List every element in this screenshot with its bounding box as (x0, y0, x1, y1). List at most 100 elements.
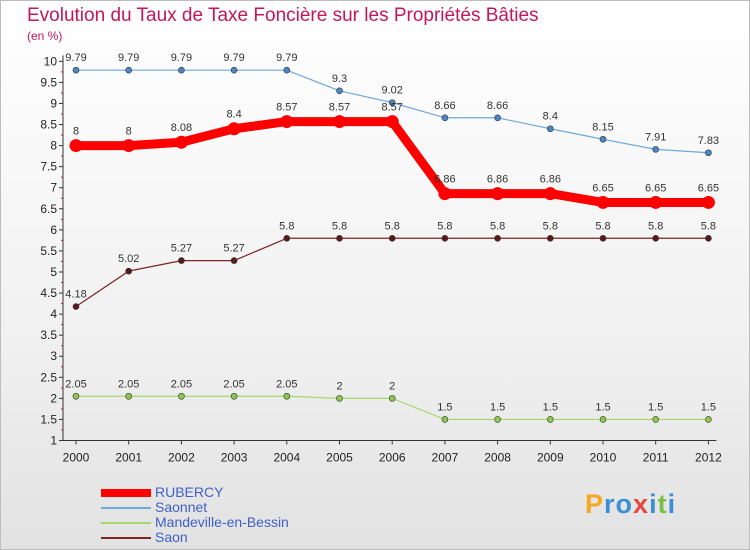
data-point-mandeville-en-bessin (494, 416, 501, 423)
data-point-mandeville-en-bessin (599, 416, 607, 423)
data-label-saon: 5.8 (648, 220, 663, 232)
data-label-rubercy: 6.65 (592, 182, 613, 194)
x-tick-label: 2007 (432, 451, 459, 465)
data-point-mandeville-en-bessin (336, 395, 343, 402)
y-tick-label: 8 (50, 139, 57, 153)
data-label-mandeville-en-bessin: 2.05 (171, 378, 192, 390)
data-point-rubercy (280, 115, 294, 129)
data-point-saon (599, 234, 607, 242)
data-label-rubercy: 8.4 (226, 109, 241, 121)
data-point-rubercy (174, 135, 188, 149)
data-point-saonnet (599, 135, 607, 143)
x-tick-label: 2008 (484, 451, 511, 465)
x-tick-label: 2003 (221, 451, 248, 465)
data-label-rubercy: 8.57 (276, 102, 297, 114)
data-point-saon (388, 234, 396, 242)
data-point-saonnet (652, 146, 660, 153)
data-point-rubercy (333, 115, 346, 129)
data-point-rubercy (596, 195, 610, 209)
data-point-rubercy (69, 139, 83, 153)
data-label-saon: 5.8 (385, 220, 400, 232)
y-tick-label: 6 (50, 223, 57, 237)
x-tick-label: 2004 (273, 451, 300, 465)
data-point-rubercy (701, 195, 715, 209)
legend-item-rubercy: RUBERCY (101, 484, 361, 500)
data-point-mandeville-en-bessin (705, 416, 712, 423)
data-label-mandeville-en-bessin: 1.5 (543, 401, 558, 413)
y-tick-label: 7 (50, 181, 57, 195)
data-point-mandeville-en-bessin (125, 392, 132, 400)
data-label-mandeville-en-bessin: 2.05 (118, 378, 139, 390)
data-point-mandeville-en-bessin (178, 392, 185, 400)
data-point-saonnet (283, 66, 291, 74)
data-label-saon: 5.8 (437, 220, 452, 232)
x-tick-label: 2012 (695, 451, 722, 465)
y-tick-label: 10 (44, 54, 58, 68)
data-label-saonnet: 7.91 (645, 131, 666, 143)
data-label-mandeville-en-bessin: 1.5 (595, 401, 610, 413)
x-tick-label: 2010 (590, 451, 617, 465)
data-point-saon (441, 234, 449, 242)
data-label-saon: 5.8 (543, 220, 558, 232)
data-label-rubercy: 6.65 (698, 182, 719, 194)
x-tick-label: 2000 (63, 451, 90, 465)
x-tick-label: 2005 (326, 451, 353, 465)
data-label-rubercy: 6.86 (487, 174, 508, 186)
y-tick-label: 8.5 (40, 118, 57, 132)
data-point-saon (705, 234, 712, 242)
data-point-mandeville-en-bessin (388, 395, 396, 402)
data-label-mandeville-en-bessin: 1.5 (648, 401, 663, 413)
data-label-saon: 5.8 (490, 220, 505, 232)
data-label-saonnet: 9.02 (381, 85, 402, 97)
legend-swatch-saonnet (101, 507, 151, 509)
data-label-rubercy: 8 (126, 126, 132, 138)
data-point-saonnet (388, 99, 396, 106)
legend: RUBERCY Saonnet Mandeville-en-Bessin Sao… (101, 484, 361, 545)
data-point-saonnet (441, 114, 449, 122)
logo-letter: i (667, 489, 677, 519)
data-label-mandeville-en-bessin: 2.05 (65, 378, 86, 390)
data-point-saon (72, 303, 80, 310)
data-label-mandeville-en-bessin: 2 (389, 380, 395, 392)
data-point-mandeville-en-bessin (72, 392, 80, 400)
y-tick-label: 3.5 (40, 328, 57, 342)
data-label-rubercy: 6.86 (434, 174, 455, 186)
legend-label-rubercy: RUBERCY (155, 484, 224, 500)
y-tick-label: 1.5 (40, 412, 57, 426)
y-tick-label: 5.5 (40, 244, 57, 258)
data-label-saon: 5.02 (118, 253, 139, 265)
data-label-mandeville-en-bessin: 1.5 (490, 401, 505, 413)
data-point-saon (230, 257, 238, 264)
data-label-saon: 5.8 (332, 220, 347, 232)
data-point-mandeville-en-bessin (230, 392, 238, 400)
y-tick-label: 9.5 (40, 75, 57, 89)
logo-letter: r (604, 489, 616, 519)
data-point-saonnet (494, 114, 501, 122)
y-tick-label: 5 (50, 265, 57, 279)
data-label-saonnet: 8.66 (487, 100, 508, 112)
data-point-saon (494, 234, 501, 242)
y-tick-label: 7.5 (40, 160, 57, 174)
logo-letter: t (657, 489, 668, 519)
data-label-mandeville-en-bessin: 2 (336, 380, 342, 392)
data-label-mandeville-en-bessin: 1.5 (701, 401, 716, 413)
proxiti-logo: Proxiti (585, 489, 676, 520)
legend-swatch-mandeville (101, 522, 151, 524)
data-point-rubercy (438, 187, 452, 201)
legend-item-saonnet: Saonnet (101, 499, 361, 515)
data-label-saonnet: 9.79 (118, 52, 139, 64)
data-label-rubercy: 6.86 (540, 174, 561, 186)
legend-label-mandeville: Mandeville-en-Bessin (155, 514, 289, 530)
legend-label-saon: Saon (155, 529, 188, 545)
x-tick-label: 2011 (643, 451, 669, 465)
logo-letter: P (585, 489, 605, 519)
data-point-saon (652, 234, 660, 242)
data-label-rubercy: 8.08 (171, 122, 192, 134)
data-label-saonnet: 8.15 (592, 121, 613, 133)
data-label-rubercy: 8.57 (329, 102, 350, 114)
legend-item-saon: Saon (101, 529, 361, 545)
data-point-saonnet (72, 66, 80, 74)
y-tick-label: 3 (50, 349, 57, 363)
y-tick-label: 1 (50, 434, 57, 448)
